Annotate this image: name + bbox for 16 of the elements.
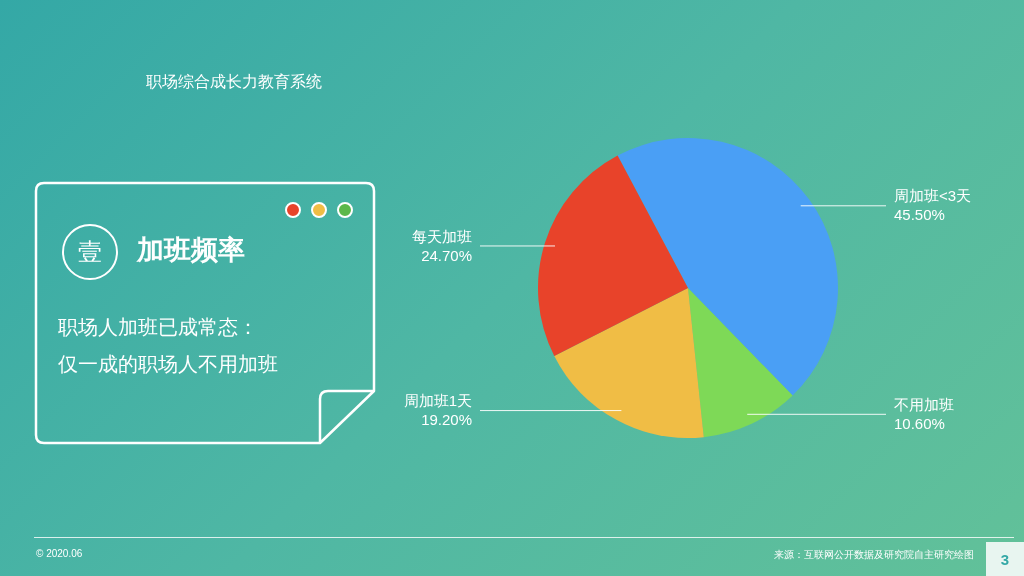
text: 3 bbox=[986, 542, 1024, 576]
source-note: 来源：互联网公开数据及研究院自主研究绘图 bbox=[774, 548, 974, 562]
data-label: 10.60% bbox=[894, 414, 945, 432]
slice-label: 周加班1天 bbox=[403, 392, 472, 410]
data-label: 24.70% bbox=[421, 246, 472, 264]
slice-label: 每天加班 bbox=[412, 227, 472, 245]
slice-label: 不用加班 bbox=[894, 395, 954, 413]
text: © 2020.06 bbox=[36, 548, 83, 559]
text: 壹 bbox=[62, 224, 118, 280]
slice-label: 周加班<3天 bbox=[894, 187, 972, 205]
text: 仅一成的职场人不用加班 bbox=[58, 352, 278, 377]
data-label: 19.20% bbox=[421, 411, 472, 429]
text: 加班频率 bbox=[137, 234, 245, 267]
data-label: 45.50% bbox=[894, 206, 945, 224]
text: 职场综合成长力教育系统 bbox=[146, 72, 322, 92]
text: 职场人加班已成常态： bbox=[58, 315, 258, 340]
